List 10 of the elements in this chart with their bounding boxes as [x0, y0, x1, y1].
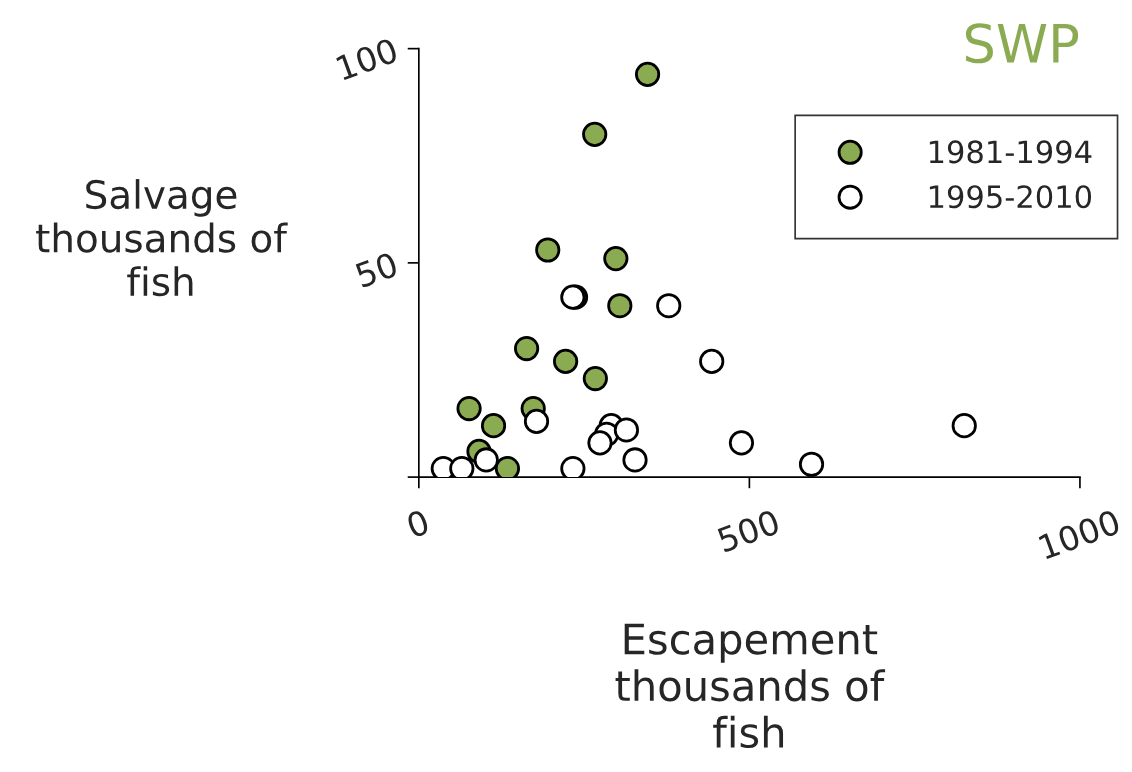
x-axis-title: Escapement thousands of fish [615, 623, 886, 749]
y-axis-title: Salvage thousands of fish [36, 179, 288, 297]
x-tick-label: 500 [716, 508, 781, 553]
y-tick-label: 100 [335, 37, 399, 81]
legend-label: 1995-2010 [929, 185, 1092, 209]
legend-label: 1981-1994 [929, 140, 1092, 164]
chart-title: SWP [965, 23, 1079, 64]
y-tick-label: 50 [354, 251, 399, 289]
x-tick-label: 0 [405, 508, 431, 539]
x-tick-label: 1000 [1038, 508, 1122, 560]
